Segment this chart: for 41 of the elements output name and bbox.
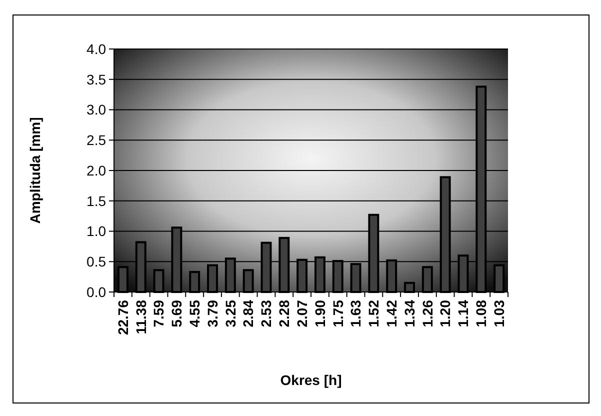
y-tick-label: 3.5 xyxy=(86,71,106,88)
x-tick-label: 1.20 xyxy=(437,300,454,328)
x-tick-label: 1.42 xyxy=(383,300,400,328)
y-tick-label: 2.0 xyxy=(86,162,106,178)
x-tick-label: 1.34 xyxy=(401,300,418,328)
x-tick-label: 1.03 xyxy=(490,300,507,328)
bar xyxy=(404,282,415,293)
y-tick-label: 1.0 xyxy=(86,223,106,240)
bar xyxy=(117,266,128,293)
x-tick-label: 2.53 xyxy=(258,300,274,328)
x-tick-label: 22.76 xyxy=(114,300,131,336)
bar xyxy=(422,266,433,293)
y-tick-label: 0.5 xyxy=(86,254,106,270)
y-axis-title: Amplituda [mm] xyxy=(27,117,43,224)
bar xyxy=(242,269,254,293)
x-tick-label: 1.14 xyxy=(455,300,472,328)
y-tick-label: 0.0 xyxy=(86,284,106,300)
x-tick-label: 11.38 xyxy=(132,300,149,334)
x-tick-label: 2.28 xyxy=(276,300,292,328)
x-tick-label: 3.25 xyxy=(222,300,238,328)
bar xyxy=(207,264,218,293)
x-axis-title: Okres [h] xyxy=(280,372,342,388)
x-tick-label: 1.90 xyxy=(312,300,328,328)
y-tick-label: 4.0 xyxy=(86,40,106,57)
x-tick-label: 1.26 xyxy=(419,300,436,328)
y-tick-label: 1.5 xyxy=(86,192,106,209)
bar xyxy=(189,270,200,293)
x-tick-label: 1.08 xyxy=(473,300,490,328)
bar xyxy=(153,269,164,293)
x-tick-label: 2.07 xyxy=(294,300,310,328)
x-tick-label: 3.79 xyxy=(204,300,220,328)
y-tick-label: 2.5 xyxy=(86,132,106,148)
x-tick-label: 7.59 xyxy=(150,300,167,328)
x-tick-label: 1.75 xyxy=(330,300,346,328)
x-tick-label: 5.69 xyxy=(168,300,185,328)
x-tick-label: 4.55 xyxy=(186,300,202,328)
x-tick-label: 2.84 xyxy=(240,300,256,328)
y-tick-label: 3.0 xyxy=(86,102,106,118)
bar xyxy=(494,264,505,293)
x-tick-label: 1.52 xyxy=(366,300,382,328)
x-tick-label: 1.63 xyxy=(348,300,364,328)
